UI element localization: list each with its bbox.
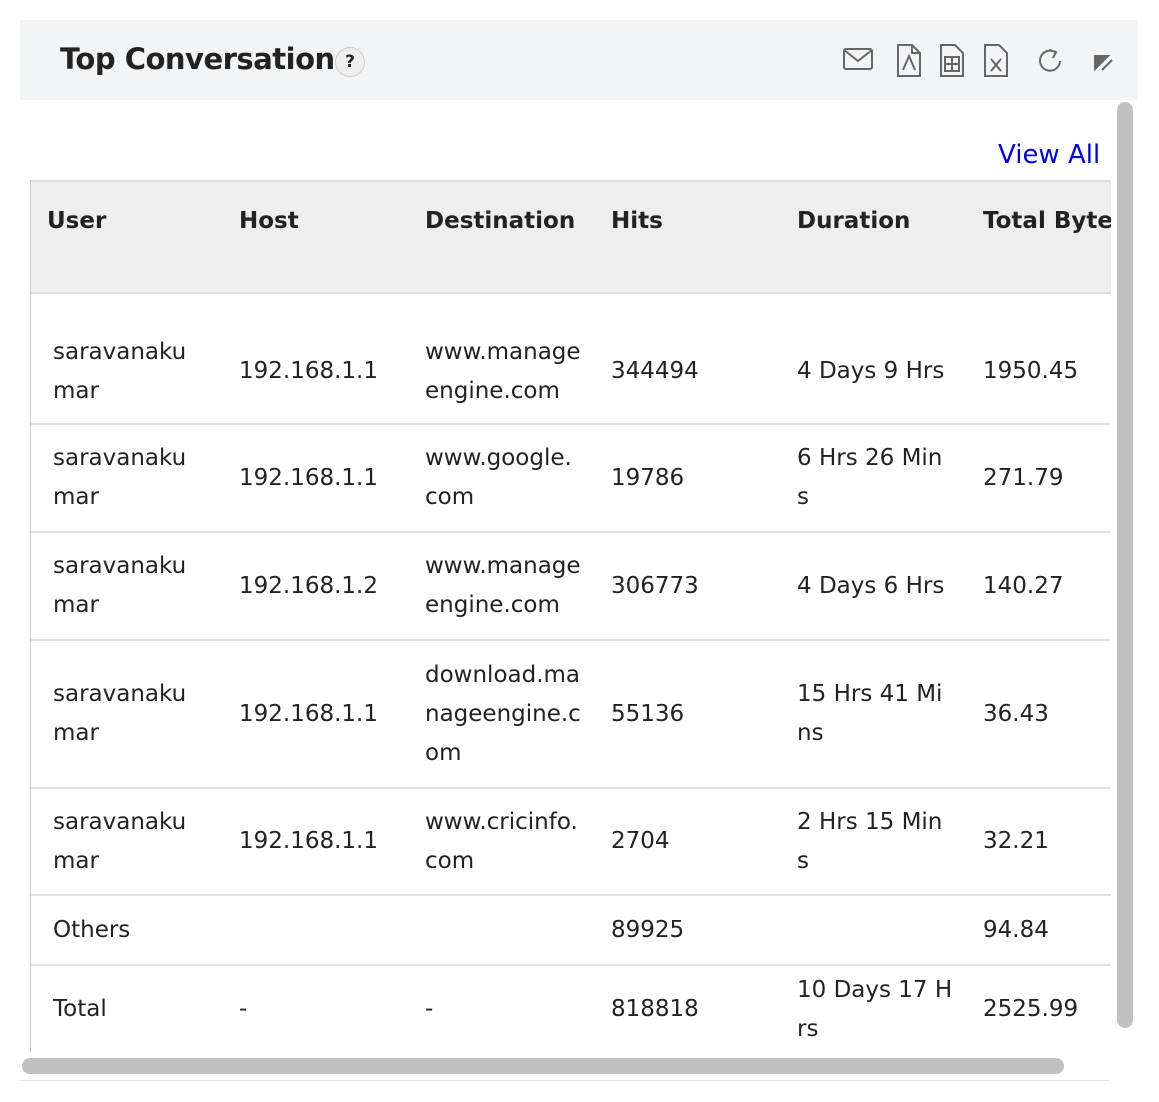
table-cell: 192.168.1.1 (223, 788, 409, 896)
excel-icon[interactable] (984, 44, 1008, 77)
table-cell: 192.168.1.2 (223, 532, 409, 641)
help-button[interactable]: ? (335, 47, 365, 77)
table-cell: 192.168.1.1 (223, 640, 409, 789)
table-cell (781, 895, 967, 966)
toolbar-icons (843, 44, 1113, 77)
table-cell: 2704 (595, 788, 781, 896)
table-cell: www.google.com (409, 424, 595, 533)
column-header: Host (223, 180, 409, 294)
table-cell: 192.168.1.1 (223, 424, 409, 533)
csv-icon[interactable] (940, 44, 964, 77)
table-cell: saravanakumar (31, 532, 223, 641)
table-row: saravanakumar 192.168.1.1 www.manageengine… (31, 293, 1111, 425)
conversations-table: User Host Destination Hits Duration Total Byt… (31, 180, 1111, 1052)
table-cell: 140.27 (967, 532, 1111, 641)
table-cell: 2 Hrs 15 Mins (781, 788, 967, 896)
column-header: Duration (781, 180, 967, 294)
pdf-icon[interactable] (897, 44, 921, 77)
table-cell: 6 Hrs 26 Mins (781, 424, 967, 533)
table-body: saravanakumar 192.168.1.1 www.manageengine… (31, 293, 1111, 1052)
table-cell: 192.168.1.1 (223, 293, 409, 425)
horizontal-scrollbar[interactable] (22, 1058, 1064, 1074)
table-row: saravanakumar 192.168.1.1 www.google.com 19… (31, 424, 1111, 533)
table-cell: 306773 (595, 532, 781, 641)
view-all-link[interactable]: View All (998, 140, 1101, 170)
table-cell: 94.84 (967, 895, 1111, 966)
table-cell: 89925 (595, 895, 781, 966)
table-cell (223, 895, 409, 966)
divider (20, 1080, 1110, 1081)
table-cell: Others (31, 895, 223, 966)
table-row: saravanakumar 192.168.1.1 download.managee… (31, 640, 1111, 789)
table-cell: - (223, 965, 409, 1052)
email-icon[interactable] (843, 48, 873, 70)
table-cell: saravanakumar (31, 293, 223, 425)
header-row: User Host Destination Hits Duration Total Byt… (31, 180, 1111, 294)
vertical-scrollbar[interactable] (1117, 102, 1133, 1028)
table-row: Others 89925 94.84 (31, 895, 1111, 966)
table-row: saravanakumar 192.168.1.2 www.manageengine… (31, 532, 1111, 641)
table-cell: 55136 (595, 640, 781, 789)
widget-header: Top Conversations ? (20, 20, 1138, 100)
table-cell: saravanakumar (31, 640, 223, 789)
column-header: User (31, 180, 223, 294)
table-cell: saravanakumar (31, 424, 223, 533)
table-cell (409, 895, 595, 966)
table-cell: 4 Days 6 Hrs (781, 532, 967, 641)
table-cell: 2525.99 (967, 965, 1111, 1052)
table-cell: 19786 (595, 424, 781, 533)
table-cell: www.cricinfo.com (409, 788, 595, 896)
widget-title: Top Conversations (60, 42, 352, 76)
table-scroll-area: User Host Destination Hits Duration Total Byt… (30, 180, 1111, 1052)
table-cell: www.manageengine.com (409, 532, 595, 641)
column-header: Destination (409, 180, 595, 294)
table-cell: 1950.45 (967, 293, 1111, 425)
table-cell: 344494 (595, 293, 781, 425)
collapse-icon[interactable] (1094, 55, 1113, 72)
table-cell: download.manageengine.com (409, 640, 595, 789)
table-cell: 271.79 (967, 424, 1111, 533)
table-row: Total - -818818 10 Days 17 Hrs 2525.99 (31, 965, 1111, 1052)
refresh-icon[interactable] (1039, 49, 1061, 72)
table-cell: 15 Hrs 41 Mins (781, 640, 967, 789)
table-cell: saravanakumar (31, 788, 223, 896)
widget-panel: Top Conversations ? View All User Host Des… (20, 20, 1138, 1082)
table-cell: 10 Days 17 Hrs (781, 965, 967, 1052)
table-cell: 4 Days 9 Hrs (781, 293, 967, 425)
table-cell: Total (31, 965, 223, 1052)
table-row: saravanakumar 192.168.1.1 www.cricinfo.com… (31, 788, 1111, 896)
column-header: Hits (595, 180, 781, 294)
table-cell: 32.21 (967, 788, 1111, 896)
table-cell: - (409, 965, 595, 1052)
table-cell: 818818 (595, 965, 781, 1052)
table-cell: 36.43 (967, 640, 1111, 789)
table-cell: www.manageengine.com (409, 293, 595, 425)
